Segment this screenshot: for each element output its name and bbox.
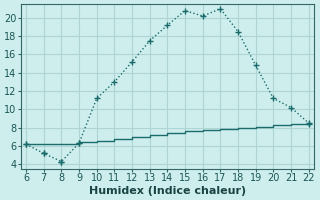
X-axis label: Humidex (Indice chaleur): Humidex (Indice chaleur) — [89, 186, 246, 196]
